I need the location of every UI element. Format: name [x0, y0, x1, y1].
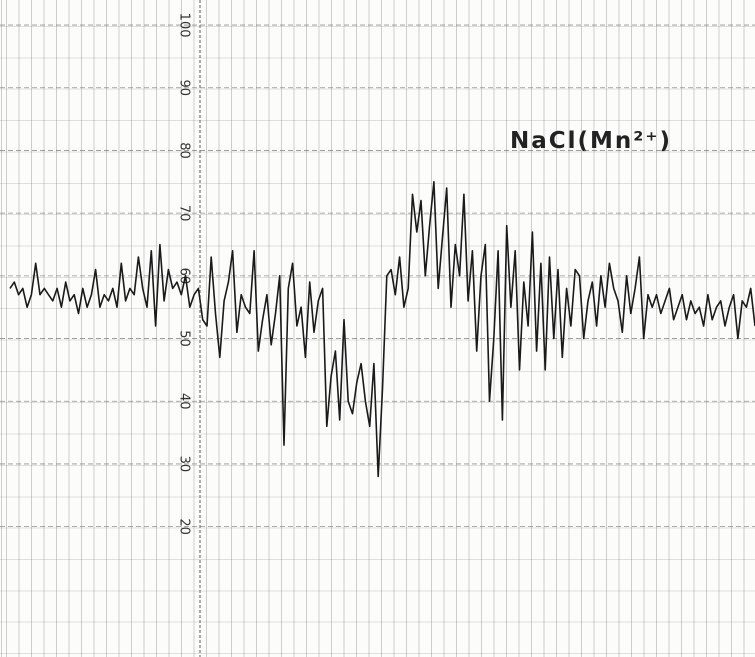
y-tick-label: 60 [177, 268, 192, 285]
y-tick-label: 20 [177, 518, 192, 535]
y-tick-label: 80 [177, 142, 192, 159]
y-tick-label: 100 [177, 13, 192, 38]
chart-title: NaCl(Mn²⁺) [510, 128, 672, 154]
y-tick-label: 50 [177, 330, 192, 347]
y-tick-label: 70 [177, 205, 192, 222]
y-tick-label: 40 [177, 393, 192, 410]
trace-line [9, 181, 755, 478]
y-tick-label: 90 [177, 79, 192, 96]
y-tick-label: 30 [177, 456, 192, 473]
